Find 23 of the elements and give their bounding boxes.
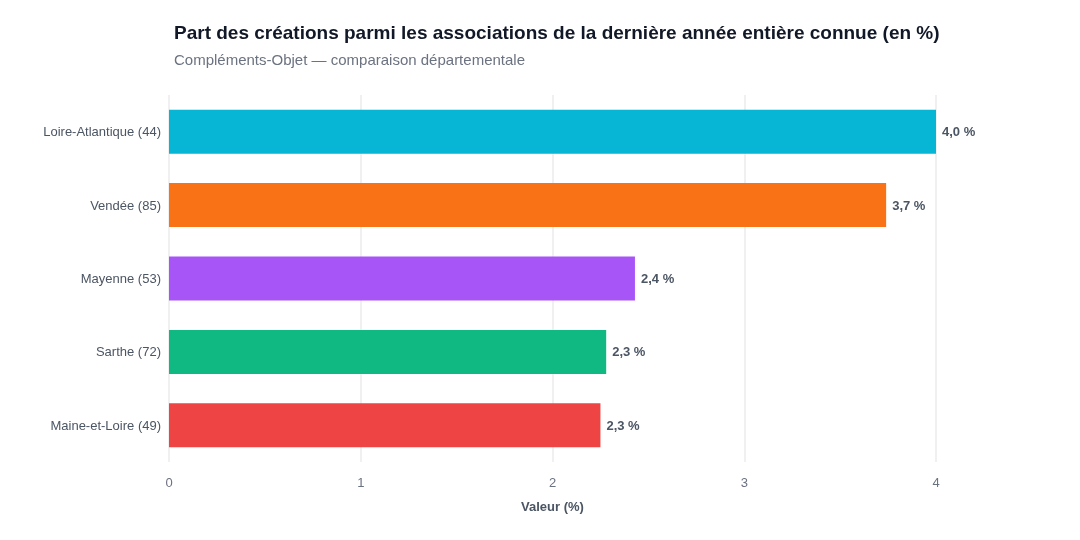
data-label: 2,4 % <box>640 271 675 286</box>
x-tick-label: 2 <box>548 475 557 490</box>
x-tick-label: 0 <box>165 475 173 490</box>
data-label: 2,3 % <box>612 344 646 360</box>
x-tick-label: 4 <box>932 475 940 490</box>
y-tick-label: Loire-Atlantique (44) <box>43 124 161 140</box>
data-label: 2,3 % <box>606 417 641 433</box>
bar <box>169 403 601 448</box>
y-tick-label: Mayenne (53) <box>80 271 161 286</box>
data-label: 3,7 % <box>892 197 926 213</box>
bar <box>169 256 635 301</box>
y-tick-label: Maine-et-Loire (49) <box>50 417 161 433</box>
bar <box>169 329 607 374</box>
chart-subtitle: Compléments-Objet — comparaison départementale <box>174 51 525 68</box>
data-label: 4,0 % <box>942 124 976 140</box>
x-tick-label: 3 <box>740 475 748 490</box>
bar <box>169 109 936 154</box>
x-axis-title: Valeur (%) <box>521 499 584 514</box>
y-tick-label: Vendée (85) <box>90 197 161 213</box>
y-tick-label: Sarthe (72) <box>95 344 161 360</box>
chart-title: Part des créations parmi les associations de la dernière année entière connue (en %) <box>174 22 940 43</box>
bar <box>169 183 887 228</box>
x-tick-label: 1 <box>357 475 365 490</box>
